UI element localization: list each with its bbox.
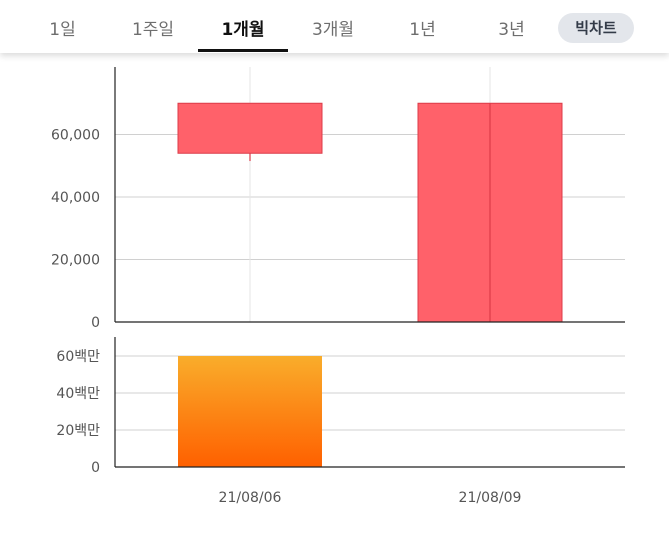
tab-1-year[interactable]: 1년: [409, 20, 436, 40]
price-y-tick-label: 40,000: [51, 190, 100, 206]
x-tick-label: 21/08/09: [459, 490, 522, 506]
big-chart-button[interactable]: 빅차트: [558, 13, 634, 43]
candle-body: [177, 102, 323, 154]
price-y-tick-label: 20,000: [51, 253, 100, 269]
volume-y-tick-label: 20백만: [56, 423, 100, 439]
volume-y-tick-label: 40백만: [56, 386, 100, 402]
tab-1-month[interactable]: 1개월: [221, 20, 265, 40]
volume-y-tick-label: 0: [91, 460, 100, 476]
x-tick-label: 21/08/06: [219, 490, 282, 506]
tab-3-years[interactable]: 3년: [498, 20, 525, 40]
volume-y-tick-label: 60백만: [56, 349, 100, 365]
tab-1-week[interactable]: 1주일: [131, 20, 175, 40]
period-tab-bar: 1일 1주일 1개월 3개월 1년 3년 빅차트: [0, 0, 669, 53]
active-tab-indicator: [198, 49, 288, 52]
volume-bar: [178, 356, 322, 467]
tab-3-months[interactable]: 3개월: [311, 20, 355, 40]
tab-1-day[interactable]: 1일: [49, 20, 76, 40]
price-y-tick-label: 60,000: [51, 128, 100, 144]
price-y-tick-label: 0: [91, 315, 100, 331]
